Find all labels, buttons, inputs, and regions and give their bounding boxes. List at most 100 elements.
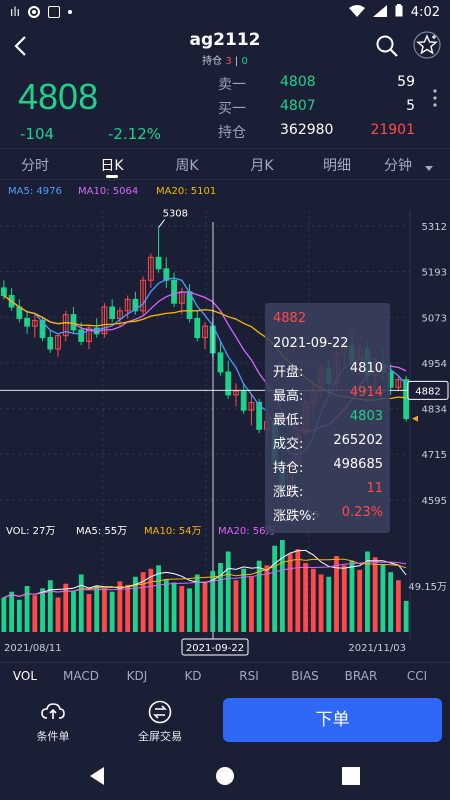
volume-bar [40,588,45,632]
volume-bar [357,569,363,632]
indicator-tabs: VOL MACD KDJ KD RSI BIAS BRAR CCI [0,662,450,692]
indicator-tab-kd[interactable]: KD [184,669,202,683]
volume-bar [47,580,53,632]
cloud-icon [40,699,66,725]
volume-bar [279,540,285,632]
indicator-tab-cci[interactable]: CCI [406,669,428,683]
nav-back-icon[interactable] [88,766,106,790]
volume-bar [1,597,7,632]
place-order-button[interactable]: 下单 [223,698,442,742]
back-icon[interactable] [10,34,34,58]
volume-bar [117,581,123,632]
search-icon[interactable] [374,33,400,59]
indicator-tab-bias[interactable]: BIAS [291,669,319,683]
quote-panel: 4808 -104 -2.12% 卖一 4808 59 买一 4807 5 持仓… [0,70,450,148]
header: ag2112 持仓 3 | 0 [0,26,450,70]
price-tick-label: 5193 [422,267,447,278]
indicator-tab-kdj[interactable]: KDJ [126,669,148,683]
volume-bar [86,594,92,632]
volume-bar [32,595,38,632]
volume-bar [156,565,161,632]
minute-dropdown-icon[interactable] [424,158,434,177]
open-interest-change: 21901 [370,122,415,138]
favorite-star-icon[interactable] [412,30,442,60]
indicator-tab-macd[interactable]: MACD [63,669,99,683]
last-price-arrow [412,415,418,422]
volume-bar [163,579,169,632]
volume-bar [71,590,76,632]
candle-detail-popup: 4882 2021-09-22 开盘: 4810 最高: 4914 最低: 4803 成交:… [265,303,390,533]
last-price: 4808 [18,76,99,117]
volume-bar [372,557,378,632]
popup-row-value: 498685 [333,457,383,472]
popup-date: 2021-09-22 [273,336,349,351]
system-nav-bar [0,752,450,800]
max-price-label: 5308 [163,209,188,220]
candle-body [70,314,77,331]
volume-bar [349,560,355,632]
open-interest-value: 362980 [280,122,334,138]
candle-body [31,319,38,327]
tab-monthly-k[interactable]: 月K [250,158,274,174]
indicator-tab-rsi[interactable]: RSI [239,669,259,683]
popup-row: 开盘: 4810 [273,361,383,380]
popup-row-value: 4914 [349,385,383,400]
popup-row: 最低: 4803 [273,409,383,428]
bid-qty: 5 [406,98,415,114]
nav-recents-icon[interactable] [342,767,360,789]
conditional-order-button[interactable]: 条件单 [18,699,88,744]
candle-body [62,314,69,337]
popup-row: 最高: 4914 [273,385,383,404]
volume-bar [109,591,115,632]
record-icon [28,6,41,18]
kline-chart[interactable]: 5312519350734954483447154595530845954882… [0,200,450,660]
volume-bar [78,574,84,632]
ask-label: 卖一 [218,77,246,93]
volume-bar [148,568,154,632]
candle-body [194,317,201,339]
popup-row: 涨跌%: 0.23% [273,505,383,524]
tab-minute[interactable]: 分钟 [384,158,412,174]
volume-legend-item: MA10: 54万 [144,526,201,537]
candle-body [225,371,232,396]
clock-time: 4:02 [410,4,440,20]
action-bar: 条件单 全屏交易 下单 [0,693,450,748]
candle-body [124,298,131,312]
ma20-label: MA20: 5101 [156,186,217,197]
price-tick-label: 4595 [422,496,447,507]
price-change-percent: -2.12% [108,125,162,143]
volume-bar [187,588,192,632]
volume-axis-label: 49.15万 [408,582,447,593]
candle-body [395,379,402,388]
popup-row-label: 持仓: [273,461,304,476]
nav-home-icon[interactable] [215,766,235,790]
volume-bar [125,584,131,632]
volume-bar [94,586,100,632]
crosshair-date-label: 2021-09-22 [186,643,244,654]
volume-bar [9,591,15,632]
volume-bar [179,586,185,632]
volume-bar [140,572,146,632]
position-summary: 持仓 3 | 0 [202,56,248,67]
popup-price: 4882 [273,311,307,326]
indicator-tab-vol[interactable]: VOL [12,669,38,683]
price-tick-label: 4715 [422,450,447,461]
popup-row-label: 最高: [273,389,304,404]
volume-bar [334,556,339,632]
tab-details[interactable]: 明细 [323,158,351,174]
popup-row-label: 最低: [273,413,304,428]
volume-bar [295,549,301,632]
volume-bar [264,565,270,632]
indicator-tab-brar[interactable]: BRAR [344,669,378,683]
crosshair-price-box [407,380,449,400]
tab-weekly-k[interactable]: 周K [175,158,199,174]
volume-bar [326,576,332,632]
tab-daily-k[interactable]: 日K [100,158,124,174]
ask-price: 4808 [280,74,316,90]
more-vertical-icon[interactable] [432,88,438,108]
tab-intraday[interactable]: 分时 [21,158,49,174]
fullscreen-trade-button[interactable]: 全屏交易 [125,699,195,744]
price-tick-label: 4954 [422,359,447,370]
volume-bar [310,568,316,632]
volume-bar [395,580,401,632]
